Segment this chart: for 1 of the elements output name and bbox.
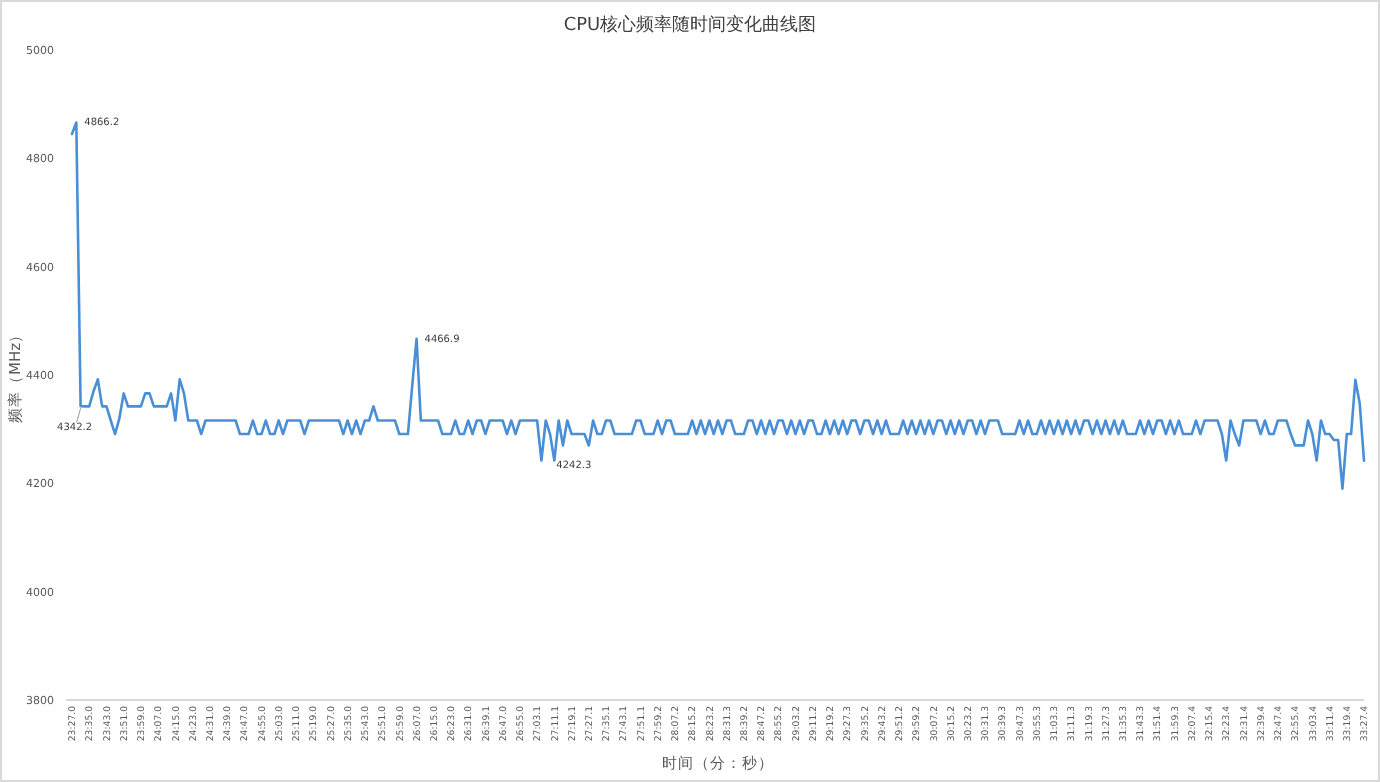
- chart-title: CPU核心频率随时间变化曲线图: [563, 14, 817, 36]
